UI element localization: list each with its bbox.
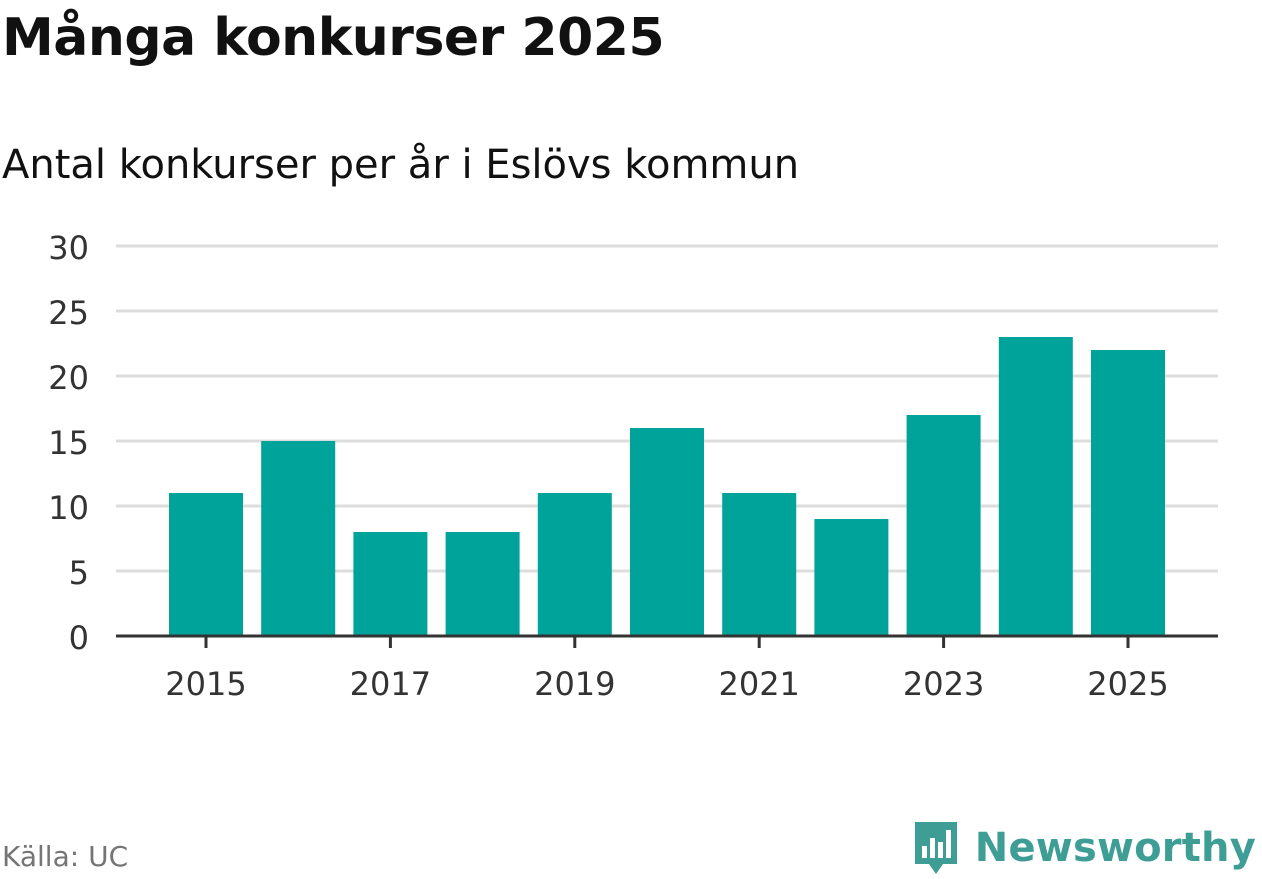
bar-2016 xyxy=(261,441,336,636)
chart-subtitle: Antal konkurser per år i Eslövs kommun xyxy=(2,142,800,188)
bar-2024 xyxy=(998,337,1073,636)
x-tick-label: 2025 xyxy=(1087,665,1168,703)
bars xyxy=(169,337,1165,636)
bar-2020 xyxy=(630,428,704,636)
bar-2022 xyxy=(814,519,889,636)
bar-2021 xyxy=(722,493,797,636)
x-axis-tick-labels: 2015 2017 2019 2021 2023 2025 xyxy=(165,665,1168,703)
y-tick-label: 0 xyxy=(69,619,89,657)
bar-2015 xyxy=(169,493,243,636)
bar-2019 xyxy=(537,493,612,636)
brand-name: Newsworthy xyxy=(974,825,1256,871)
bar-2017 xyxy=(353,532,428,636)
source-note: Källa: UC xyxy=(2,840,129,873)
x-tick-label: 2021 xyxy=(718,665,799,703)
y-tick-label: 30 xyxy=(48,229,89,267)
y-tick-label: 25 xyxy=(48,294,89,332)
brand-logo: Newsworthy xyxy=(911,818,1256,878)
chart-title: Många konkurser 2025 xyxy=(2,8,665,68)
x-tick-label: 2015 xyxy=(165,665,246,703)
bar-2023 xyxy=(906,415,981,636)
newsworthy-bar-chart-logo-icon xyxy=(914,822,957,874)
x-tick-label: 2023 xyxy=(903,665,984,703)
bar-2018 xyxy=(445,532,520,636)
y-axis-tick-labels: 0 5 10 15 20 25 30 xyxy=(48,229,89,657)
y-tick-label: 10 xyxy=(48,489,89,527)
x-tick-label: 2019 xyxy=(534,665,615,703)
y-tick-label: 15 xyxy=(48,424,89,462)
y-tick-label: 5 xyxy=(69,554,89,592)
bar-2025 xyxy=(1091,350,1165,636)
x-axis xyxy=(116,634,1218,648)
x-tick-label: 2017 xyxy=(350,665,431,703)
y-tick-label: 20 xyxy=(48,359,89,397)
